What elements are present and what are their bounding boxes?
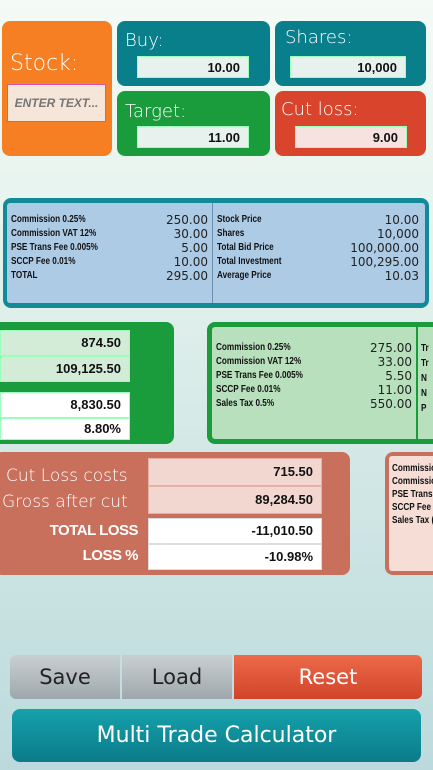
sell-fee-value: 275.00 [370,341,412,355]
fee-value: 30.00 [173,227,208,241]
shares-input[interactable]: 10,000 [290,56,406,78]
load-button[interactable]: Load [122,655,232,699]
shares-title: Shares: [285,27,353,48]
sell-fee-label: Commission VAT 12% [216,355,302,367]
buy-totals-column: Stock Price 10.00 Shares 10,000 Total Bid … [213,203,425,303]
sell-overflow-column: Tr Tr N N P [418,327,433,439]
total-label: Stock Price [217,213,262,225]
fee-value: 5.00 [181,241,208,255]
loss-pct-label: LOSS % [82,547,139,564]
sell-fee-value: 11.00 [377,383,412,397]
sell-summary-panel: Commission 0.25% 275.00 Commission VAT 12… [207,322,433,444]
save-button[interactable]: Save [10,655,120,699]
target-profit-value: 8,830.50 [0,392,130,418]
overflow-label: Tr [421,342,429,354]
stock-title: Stock: [10,51,79,76]
cutloss-price-input[interactable]: 9.00 [295,126,407,148]
total-value: 100,295.00 [350,255,419,269]
buy-card: Buy: 10.00 [117,21,270,86]
cutloss-fees-panel: Commissio Commissio PSE Trans SCCP Fee S… [385,452,433,575]
total-value: 10.03 [384,269,419,283]
sell-fees-column: Commission 0.25% 275.00 Commission VAT 12… [212,327,418,439]
cutloss-cost-value: 715.50 [148,458,322,486]
fee-label: SCCP Fee 0.01% [11,255,76,267]
cutloss-fee-label: Sales Tax ( [392,514,433,526]
cutloss-result-panel: Cut Loss costs Gross after cut TOTAL LOS… [0,452,350,575]
stock-input[interactable] [7,84,106,122]
cutloss-fee-label: Commissio [392,475,433,487]
target-price-input[interactable]: 11.00 [137,126,249,148]
shares-card: Shares: 10,000 [275,21,426,86]
sell-fee-value: 5.50 [385,369,412,383]
target-card: Target: 11.00 [117,91,270,156]
cutloss-fee-label: Commissio [392,462,433,474]
target-profit-pct: 8.80% [0,418,130,440]
target-gross-value: 109,125.50 [0,356,130,382]
buy-title: Buy: [125,30,164,51]
overflow-label: Tr [421,357,429,369]
sell-fee-value: 33.00 [377,355,412,369]
buy-price-input[interactable]: 10.00 [137,56,249,78]
sell-fee-label: SCCP Fee 0.01% [216,383,281,395]
sell-fee-label: Commission 0.25% [216,341,291,353]
target-title: Target: [125,101,187,122]
multi-trade-calculator-button[interactable]: Multi Trade Calculator [12,709,421,762]
buy-summary-panel: Commission 0.25% 250.00 Commission VAT 12… [3,198,429,308]
target-commission-value: 874.50 [0,330,130,356]
total-label: Shares [217,227,245,239]
sell-fee-label: PSE Trans Fee 0.005% [216,369,303,381]
target-result-panel: 874.50 109,125.50 8,830.50 8.80% [0,322,174,444]
cutloss-title: Cut loss: [281,99,359,120]
fee-label: TOTAL [11,269,38,281]
sell-fee-value: 550.00 [370,397,412,411]
total-label: Total Investment [217,255,282,267]
overflow-label: N [421,372,427,384]
buy-fees-column: Commission 0.25% 250.00 Commission VAT 12… [7,203,213,303]
overflow-label: P [421,402,427,414]
fee-label: PSE Trans Fee 0.005% [11,241,98,253]
cutloss-gross-label: Gross after cut [2,492,128,512]
cutloss-cost-label: Cut Loss costs [6,466,128,486]
total-label: Total Bid Price [217,241,274,253]
total-value: 100,000.00 [350,241,419,255]
total-loss-value: -11,010.50 [148,518,322,544]
fee-label: Commission 0.25% [11,213,86,225]
cutloss-fees-inner: Commissio Commissio PSE Trans SCCP Fee S… [389,456,433,571]
total-value: 10,000 [377,227,419,241]
stock-card: Stock: [2,21,112,156]
sell-fee-label: Sales Tax 0.5% [216,397,275,409]
total-value: 10.00 [384,213,419,227]
fee-value: 10.00 [173,255,208,269]
buy-summary-inner: Commission 0.25% 250.00 Commission VAT 12… [7,203,425,303]
overflow-label: N [421,387,427,399]
cutloss-gross-value: 89,284.50 [148,486,322,514]
cutloss-fee-label: PSE Trans [392,488,433,500]
loss-pct-value: -10.98% [148,544,322,570]
fee-value: 250.00 [166,213,208,227]
fee-label: Commission VAT 12% [11,227,97,239]
fee-value: 295.00 [166,269,208,283]
sell-summary-inner: Commission 0.25% 275.00 Commission VAT 12… [212,327,433,439]
cutloss-card: Cut loss: 9.00 [275,91,426,156]
total-loss-label: TOTAL LOSS [49,522,139,539]
cutloss-fee-label: SCCP Fee [392,501,431,513]
total-label: Average Price [217,269,272,281]
reset-button[interactable]: Reset [234,655,422,699]
